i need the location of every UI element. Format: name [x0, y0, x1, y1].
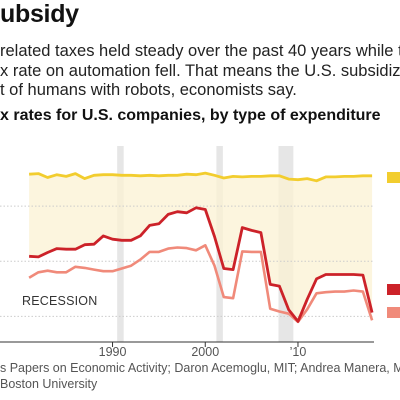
software-legend-swatch	[387, 284, 400, 295]
dek-line: x rate on automation fell. That means th…	[0, 61, 400, 80]
labor-legend-swatch	[387, 172, 400, 183]
source-note: s Papers on Economic Activity; Daron Ace…	[0, 360, 400, 392]
series-lines	[28, 171, 374, 324]
recession-label: RECESSION	[22, 294, 97, 308]
labor-series-line	[29, 171, 373, 183]
gridlines	[0, 205, 374, 317]
x-tick-label: 2000	[191, 345, 219, 359]
equipment-series-line	[28, 244, 374, 324]
x-tick-label: ’10	[290, 345, 307, 359]
legend	[387, 172, 400, 318]
source-line: Boston University	[0, 377, 98, 391]
recession-band	[117, 146, 124, 342]
dek-line: related taxes held steady over the past …	[0, 42, 400, 60]
software-series-line	[29, 206, 374, 323]
headline: ubsidy	[0, 0, 79, 28]
equipment-legend-swatch	[387, 307, 400, 318]
dek-line: t of humans with robots, economists say.	[0, 81, 297, 99]
gap-fill	[29, 173, 373, 322]
x-tick-label: 1990	[99, 345, 127, 359]
dek: related taxes held steady over the past …	[0, 42, 400, 101]
x-axis: 1990 2000 ’10	[0, 341, 374, 359]
source-line: s Papers on Economic Activity; Daron Ace…	[0, 361, 400, 375]
chart-title: x rates for U.S. companies, by type of e…	[0, 107, 381, 124]
gap-fill-layer	[29, 173, 373, 322]
